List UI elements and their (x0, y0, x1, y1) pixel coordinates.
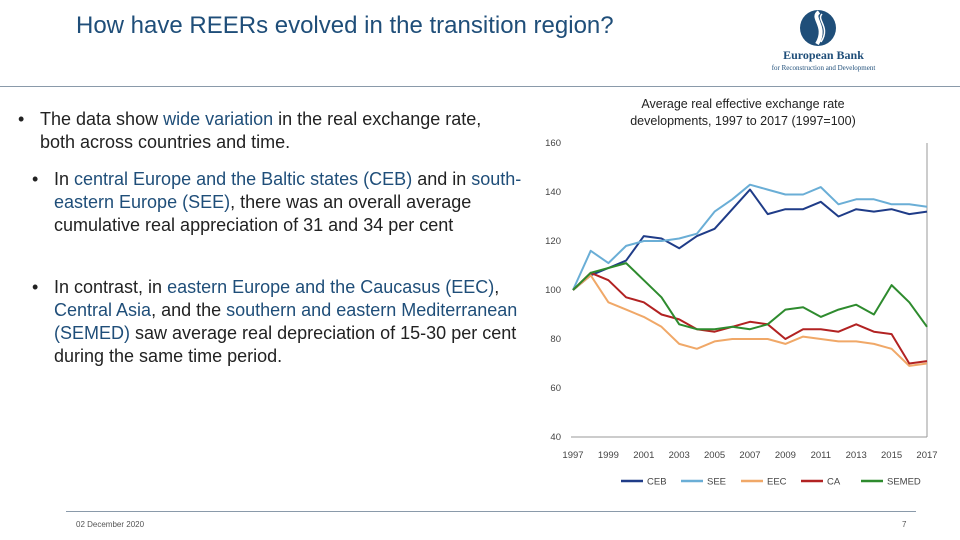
x-tick-label: 1997 (562, 450, 583, 461)
bullet-text: The data show (40, 109, 164, 129)
bullet-text: , and the (151, 300, 227, 320)
chart-title: Average real effective exchange rate dev… (630, 97, 856, 128)
bullet-dot: • (32, 169, 39, 189)
x-tick-label: 2009 (775, 450, 796, 461)
x-tick-label: 2017 (916, 450, 937, 461)
logo-subtitle: for Reconstruction and Development (771, 64, 876, 72)
legend-label-eec: EEC (767, 477, 787, 488)
bullet-highlight: eastern Europe and the Caucasus (EEC) (167, 277, 495, 297)
page-number: 7 (902, 520, 907, 529)
y-tick-label: 120 (545, 236, 561, 247)
legend-label-semed: SEMED (887, 477, 921, 488)
logo-name: European Bank (783, 48, 864, 62)
y-tick-label: 40 (550, 432, 561, 443)
legend-label-ceb: CEB (647, 477, 667, 488)
bullet-text: In (54, 169, 75, 189)
y-tick-label: 60 (550, 383, 561, 394)
series-line-eec (572, 274, 928, 367)
x-tick-label: 2007 (739, 450, 760, 461)
y-tick-label: 100 (545, 285, 561, 296)
legend-label-ca: CA (827, 477, 841, 488)
legend-label-see: SEE (707, 477, 726, 488)
x-tick-label: 2013 (846, 450, 867, 461)
bullet-highlight: wide variation (163, 109, 274, 129)
ebrd-logo-icon (800, 10, 836, 46)
footer-date: 02 December 2020 (76, 520, 145, 529)
bullet-item-appreciation: • In central Europe and the Baltic state… (32, 168, 538, 237)
ebrd-logo: European Bank for Reconstruction and Dev… (756, 8, 891, 78)
bullet-highlight: southern and eastern Mediterranean (SEME… (54, 300, 518, 343)
series-line-semed (572, 262, 928, 331)
y-tick-label: 80 (550, 334, 561, 345)
bullet-text: , there was an overall average cumulativ… (54, 192, 472, 235)
y-tick-label: 140 (545, 187, 561, 198)
bullet-dot: • (18, 109, 25, 129)
x-tick-label: 2005 (704, 450, 725, 461)
bullet-dot: • (32, 277, 39, 297)
reer-line-chart: 40 60 80 100 120 140 160 1997 1999 2001 2003 2005 20… (545, 138, 937, 488)
bullet-highlight: central Europe and the Baltic states (CE… (74, 169, 413, 189)
footer-divider (66, 511, 916, 512)
bullet-text: , (494, 277, 500, 297)
x-tick-label: 1999 (598, 450, 619, 461)
bullet-text: in the real exchange rate, both across c… (40, 109, 482, 152)
series-line-ca (572, 271, 928, 365)
x-tick-label: 2003 (669, 450, 690, 461)
bullet-item-variation: • The data show wide variation in the re… (18, 108, 520, 154)
page-title: How have REERs evolved in the transition… (76, 12, 614, 39)
bullet-text: In contrast, in (54, 277, 168, 297)
series-line-see (572, 183, 928, 291)
y-tick-label: 160 (545, 138, 561, 149)
bullet-highlight: south-eastern Europe (SEE) (54, 169, 522, 212)
bullet-highlight: Central Asia (54, 300, 152, 320)
header-divider (0, 86, 960, 87)
x-tick-label: 2011 (811, 450, 831, 461)
bullet-text: saw average real depreciation of 15-30 p… (54, 323, 517, 366)
x-tick-label: 2015 (881, 450, 902, 461)
x-tick-label: 2001 (633, 450, 654, 461)
series-line-ceb (572, 188, 928, 291)
bullet-text: and in (412, 169, 472, 189)
bullet-item-depreciation: • In contrast, in eastern Europe and the… (32, 276, 534, 368)
